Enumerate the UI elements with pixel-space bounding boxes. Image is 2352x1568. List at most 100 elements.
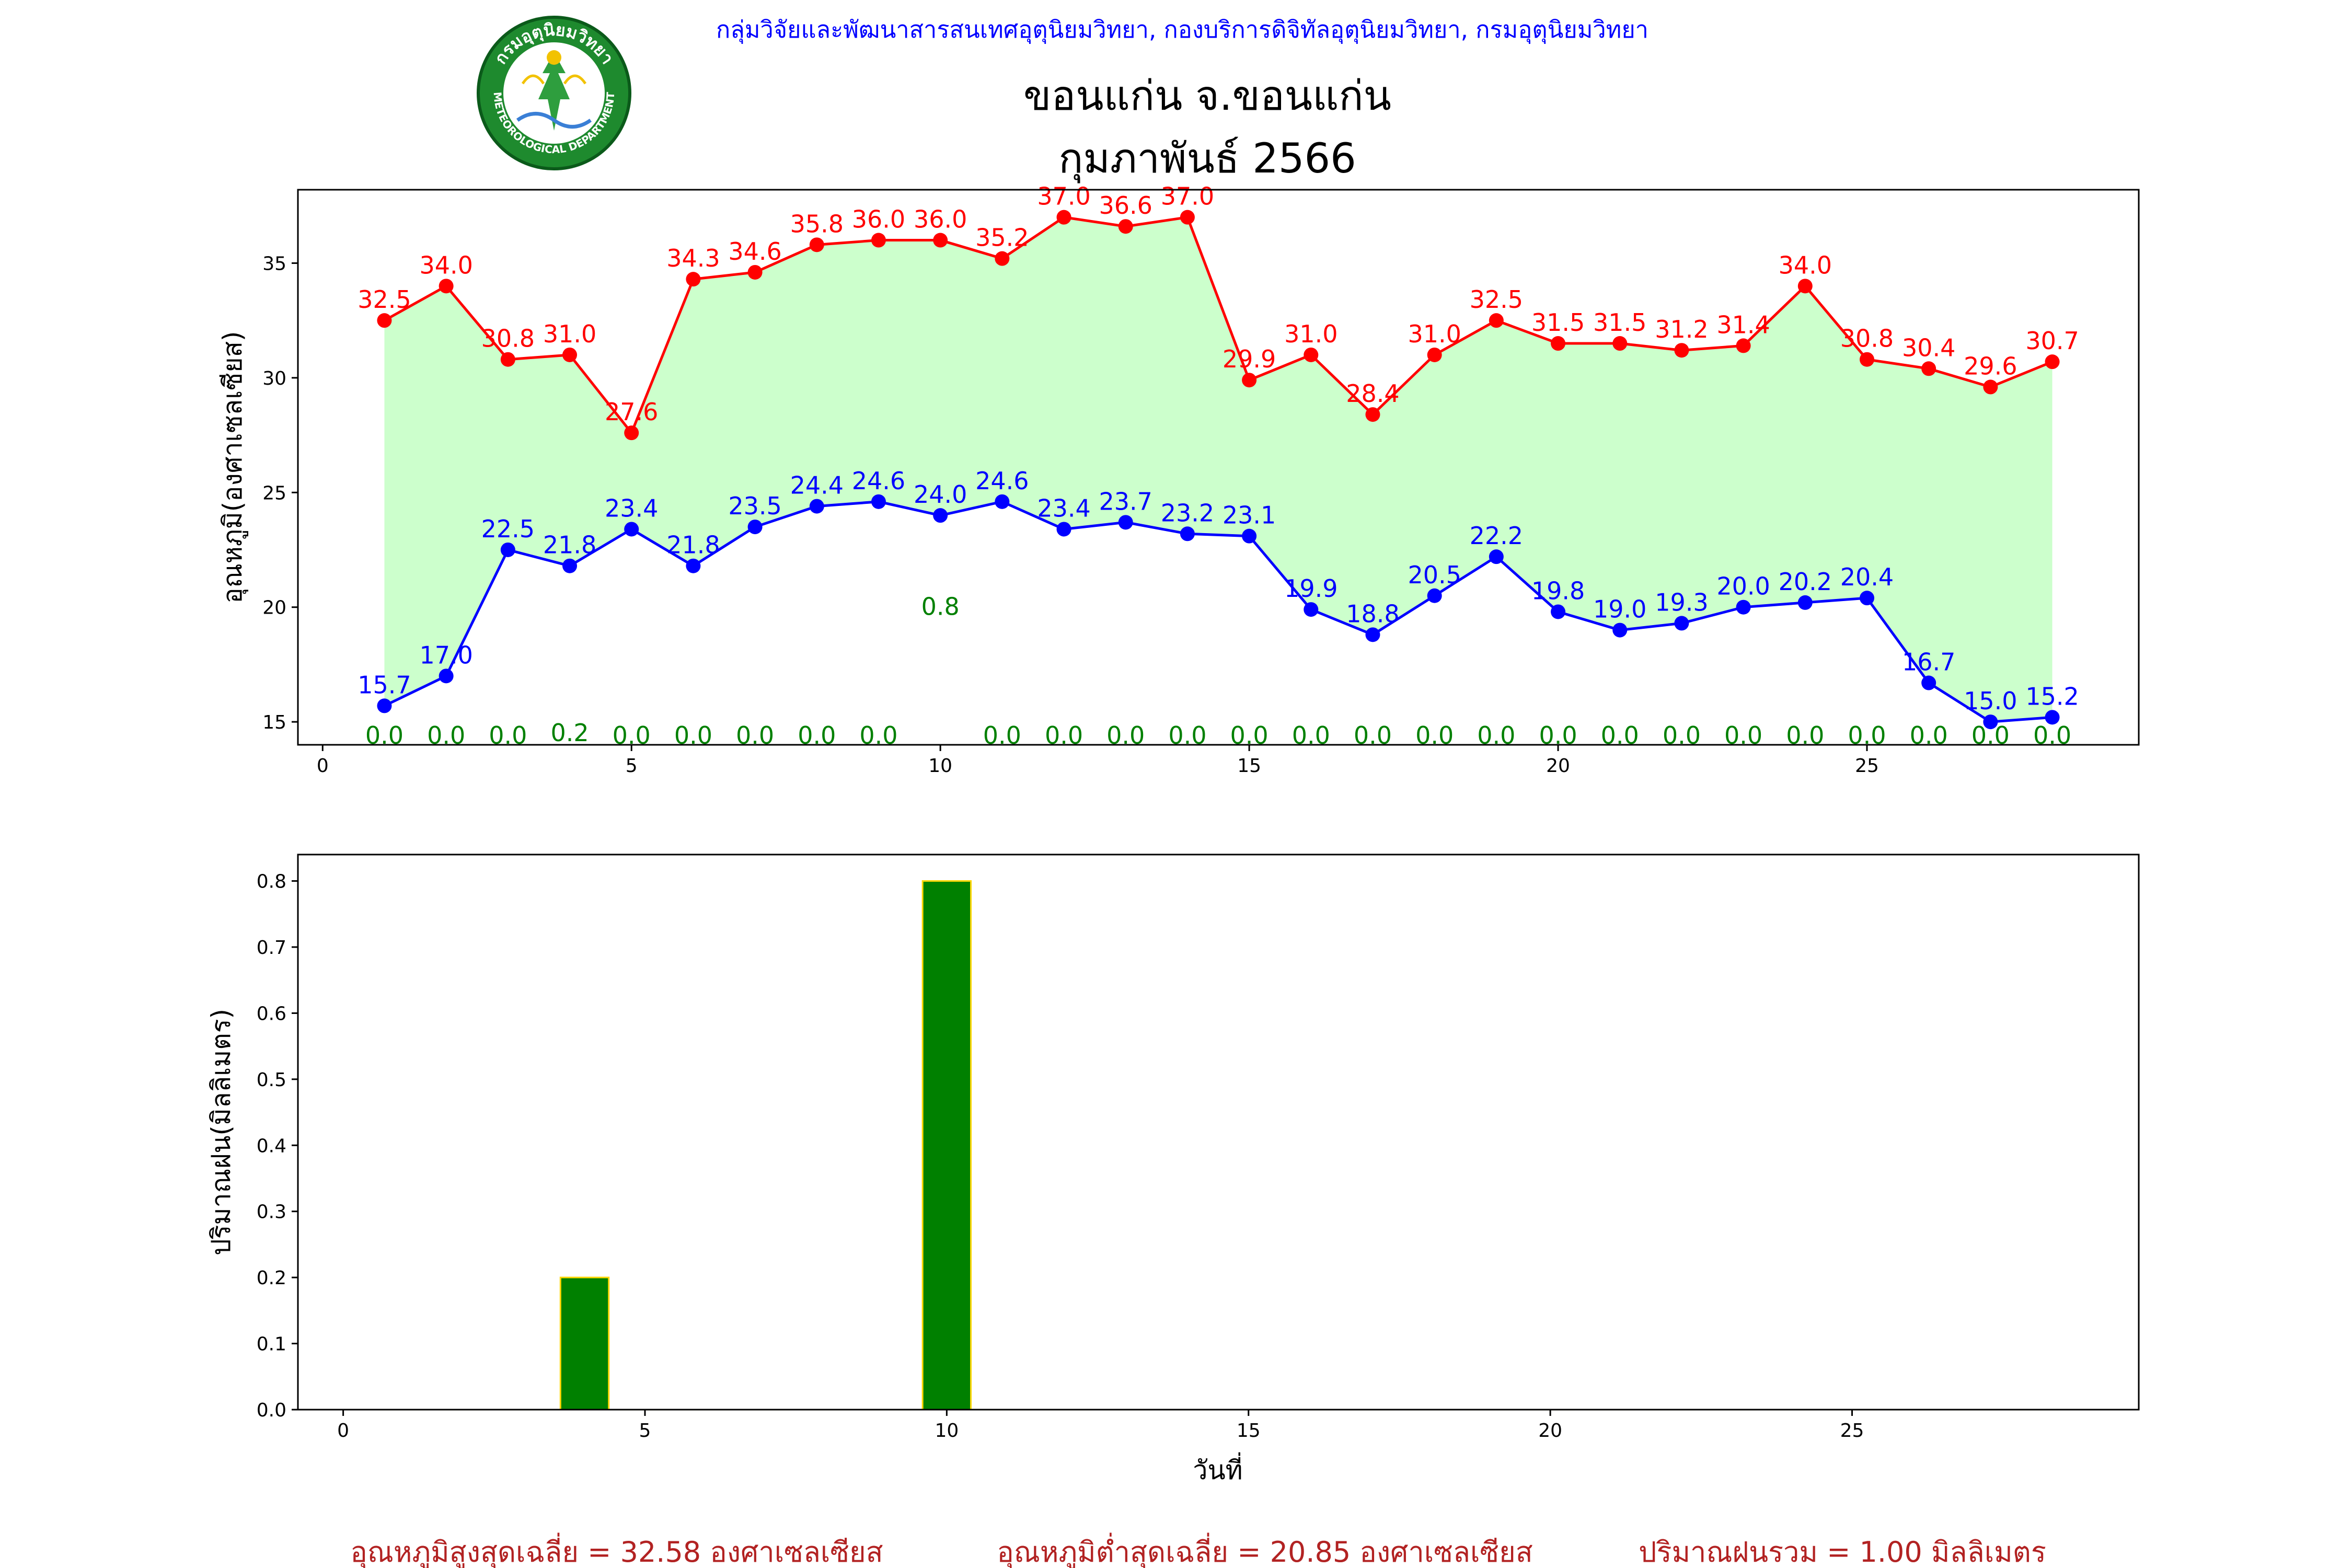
average-max-summary: อุณหภูมิสูงสุดเฉลี่ย = 32.58 องศาเซลเซีย… xyxy=(350,1532,883,1568)
rainfall-x-axis-label: วันที่ xyxy=(1193,1452,1242,1485)
x-tick-label: 0 xyxy=(337,1420,349,1442)
max-temperature-point xyxy=(1921,361,1936,376)
min-temperature-label: 15.0 xyxy=(1964,687,2017,715)
temperature-range-fill xyxy=(384,217,2053,722)
min-temperature-point xyxy=(624,522,639,537)
max-temperature-point xyxy=(1797,279,1813,294)
rainfall-bars xyxy=(378,880,2058,1411)
station-title: ขอนแก่น จ.ขอนแก่น xyxy=(1023,73,1391,120)
y-tick-label: 15 xyxy=(262,712,286,733)
max-temperature-points xyxy=(377,210,2060,441)
max-temperature-label: 28.4 xyxy=(1346,379,1399,408)
y-tick-label: 0.6 xyxy=(257,1003,286,1024)
x-tick-label: 10 xyxy=(928,755,952,777)
max-temperature-point xyxy=(1118,219,1133,234)
min-temperature-point xyxy=(1180,526,1195,541)
max-temperature-label: 35.2 xyxy=(975,224,1029,252)
min-temperature-point xyxy=(1118,515,1133,530)
min-temperature-label: 24.6 xyxy=(852,467,905,495)
rainfall-chart: 0 5 10 15 20 25 0.0 0.1 0.2 0.3 0.4 0.5 0.6 0.7 0.8 ป… xyxy=(206,854,2140,1485)
min-temperature-label: 15.7 xyxy=(358,671,411,699)
min-temperature-label: 24.6 xyxy=(975,467,1029,495)
x-tick-label: 20 xyxy=(1546,755,1570,777)
y-tick-label: 35 xyxy=(262,253,286,274)
temperature-y-axis-label: อุณหภูมิ(องศาเซลเซียส) xyxy=(217,331,248,603)
min-temperature-point xyxy=(439,668,454,684)
min-temperature-label: 17.0 xyxy=(419,641,472,669)
y-tick-label: 0.4 xyxy=(257,1135,286,1157)
min-temperature-label: 18.8 xyxy=(1346,599,1399,628)
min-temperature-line xyxy=(384,500,2053,723)
min-temperature-point xyxy=(1612,622,1628,638)
max-temperature-point xyxy=(995,251,1010,266)
rainfall-bar xyxy=(559,1276,610,1411)
min-temperature-labels: 15.7 17.0 22.5 21.8 23.4 21.8 23.5 24.4 24.6 24.0… xyxy=(358,467,2079,715)
min-temperature-point xyxy=(686,558,701,573)
rain-annotations: 0.0 0.0 0.0 0.2 0.0 0.0 0.0 0.0 0.00.80.0 0.0 0.0 0… xyxy=(365,593,2071,750)
min-temperature-point xyxy=(809,499,824,514)
organization-line: กลุ่มวิจัยและพัฒนาสารสนเทศอุตุนิยมวิทยา,… xyxy=(716,16,1648,44)
min-temperature-label: 19.8 xyxy=(1531,577,1585,605)
max-temperature-point xyxy=(1304,347,1319,362)
max-temperature-point xyxy=(1859,352,1874,367)
min-temperature-label: 24.0 xyxy=(914,480,967,509)
y-tick-label: 0.1 xyxy=(257,1334,286,1355)
min-temperature-label: 20.2 xyxy=(1779,568,1832,596)
min-temperature-point xyxy=(500,542,515,557)
min-temperature-label: 21.8 xyxy=(666,531,720,559)
max-temperature-label: 31.5 xyxy=(1531,308,1585,337)
max-temperature-label: 31.0 xyxy=(1284,320,1338,348)
min-temperature-point xyxy=(1797,595,1813,610)
max-temperature-label: 35.8 xyxy=(790,210,844,238)
y-tick-label: 0.3 xyxy=(257,1202,286,1223)
min-temperature-label: 20.0 xyxy=(1716,572,1770,601)
max-temperature-point xyxy=(1180,210,1195,225)
temperature-y-ticks: 15 20 25 30 35 xyxy=(262,253,298,733)
min-temperature-point xyxy=(1304,602,1319,617)
max-temperature-point xyxy=(2045,354,2060,370)
y-tick-label: 0.0 xyxy=(257,1400,286,1421)
y-tick-label: 0.8 xyxy=(257,871,286,893)
min-temperature-label: 23.5 xyxy=(728,492,781,520)
x-tick-label: 25 xyxy=(1855,755,1879,777)
total-rain-summary: ปริมาณฝนรวม = 1.00 มิลลิเมตร xyxy=(1639,1536,2046,1568)
x-tick-label: 5 xyxy=(626,755,638,777)
rain-annotation-label: 0.8 xyxy=(921,593,960,621)
max-temperature-label: 34.6 xyxy=(728,237,781,266)
max-temperature-label: 36.6 xyxy=(1099,191,1152,220)
rainfall-plot-frame xyxy=(297,854,2140,1411)
max-temperature-point xyxy=(1242,373,1257,388)
max-temperature-point xyxy=(747,264,763,280)
max-temperature-label: 31.5 xyxy=(1593,308,1646,337)
min-temperature-label: 22.5 xyxy=(481,515,535,543)
max-temperature-label: 31.2 xyxy=(1655,315,1708,343)
x-tick-label: 10 xyxy=(935,1420,959,1442)
max-temperature-label: 29.6 xyxy=(1964,352,2017,380)
min-temperature-point xyxy=(1365,627,1380,642)
rainfall-y-ticks: 0.0 0.1 0.2 0.3 0.4 0.5 0.6 0.7 0.8 xyxy=(257,871,298,1421)
max-temperature-label: 37.0 xyxy=(1037,182,1090,211)
average-min-summary: อุณหภูมิต่ำสุดเฉลี่ย = 20.85 องศาเซลเซีย… xyxy=(997,1532,1532,1568)
min-temperature-point xyxy=(1242,528,1257,544)
max-temperature-label: 37.0 xyxy=(1161,182,1214,211)
min-temperature-point xyxy=(995,494,1010,509)
max-temperature-label: 30.7 xyxy=(2025,327,2079,355)
rainfall-bar xyxy=(921,880,972,1411)
max-temperature-label: 34.0 xyxy=(1779,251,1832,279)
min-temperature-label: 23.4 xyxy=(605,494,658,522)
min-temperature-point xyxy=(933,508,948,523)
min-temperature-label: 22.2 xyxy=(1470,522,1523,550)
y-tick-label: 0.2 xyxy=(257,1267,286,1289)
x-tick-label: 0 xyxy=(317,755,329,777)
min-temperature-point xyxy=(1427,588,1442,603)
max-temperature-label: 36.0 xyxy=(852,205,905,234)
period-title: กุมภาพันธ์ 2566 xyxy=(1058,135,1356,183)
min-temperature-point xyxy=(2045,710,2060,725)
max-temperature-point xyxy=(686,272,701,287)
min-temperature-label: 24.4 xyxy=(790,471,844,500)
y-tick-label: 30 xyxy=(262,368,286,389)
min-temperature-label: 23.4 xyxy=(1037,494,1090,522)
max-temperature-label: 32.5 xyxy=(1470,285,1523,314)
max-temperature-label: 30.8 xyxy=(481,325,535,353)
max-temperature-label: 30.4 xyxy=(1902,333,1955,362)
